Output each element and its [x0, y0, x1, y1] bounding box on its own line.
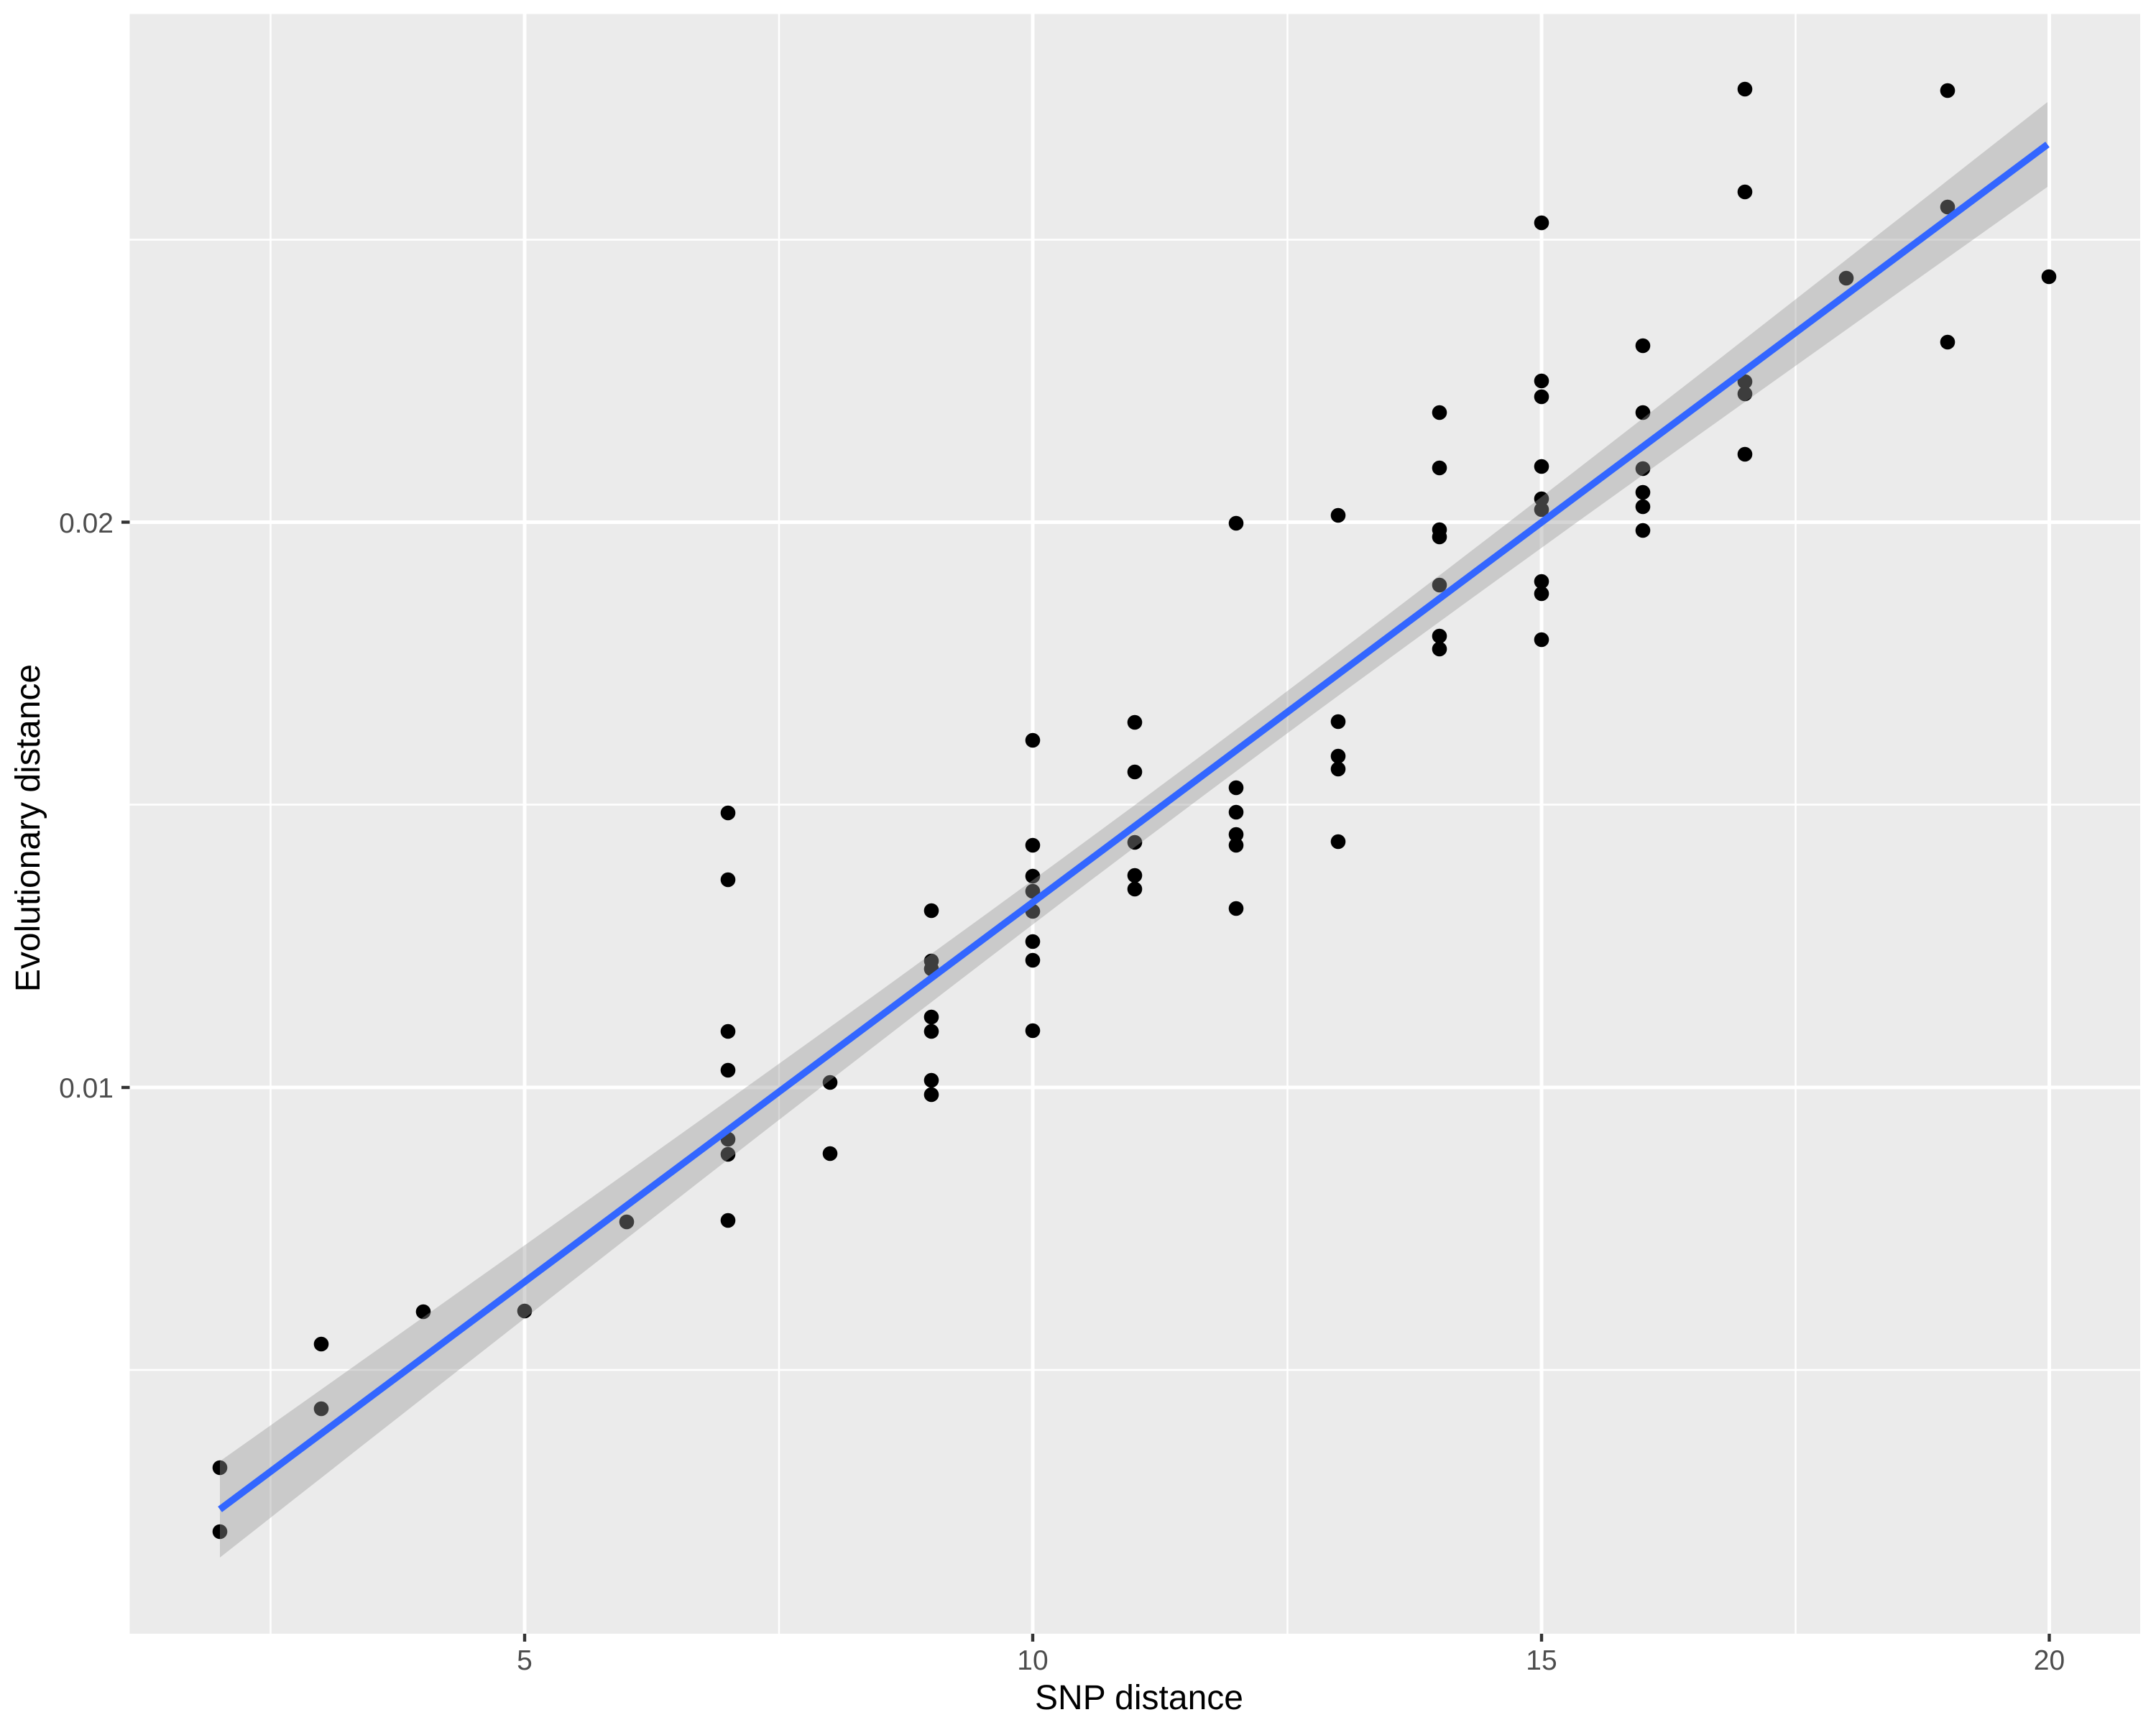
svg-text:10: 10	[1017, 1645, 1048, 1676]
svg-text:20: 20	[2034, 1645, 2065, 1676]
svg-text:SNP distance: SNP distance	[1035, 1679, 1243, 1717]
svg-text:0.01: 0.01	[59, 1073, 114, 1104]
svg-text:5: 5	[517, 1645, 533, 1676]
svg-text:15: 15	[1526, 1645, 1557, 1676]
svg-text:Evolutionary distance: Evolutionary distance	[9, 664, 47, 992]
svg-text:0.02: 0.02	[59, 508, 114, 539]
